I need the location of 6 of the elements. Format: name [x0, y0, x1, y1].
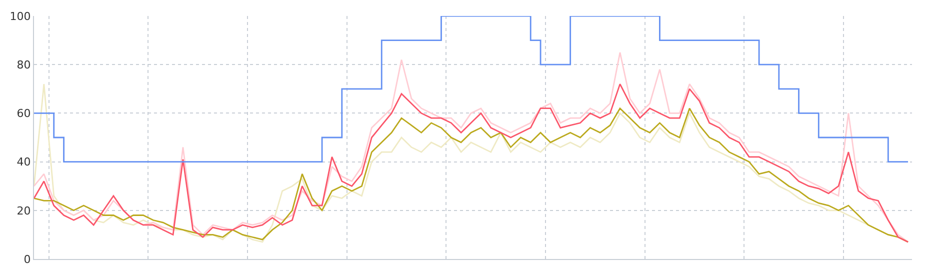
- y-tick-label: 100: [10, 10, 31, 23]
- y-tick-label: 0: [24, 252, 31, 266]
- y-tick-label: 20: [16, 204, 31, 218]
- y-tick-label: 80: [16, 58, 31, 72]
- y-tick-label: 40: [16, 156, 31, 169]
- y-tick-label: 60: [16, 107, 31, 120]
